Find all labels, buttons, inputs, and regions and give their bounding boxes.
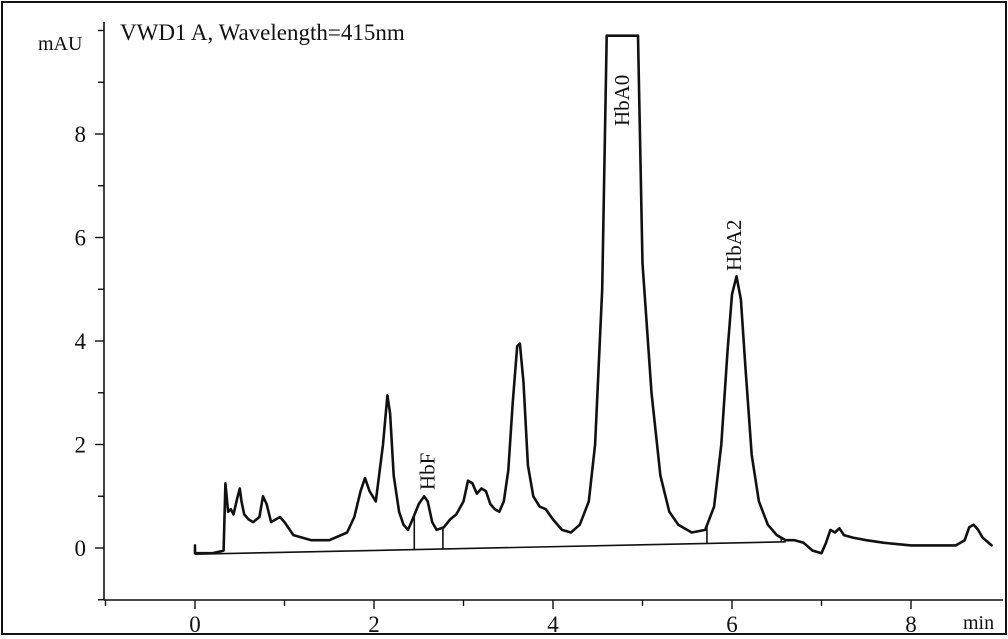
peak-label-hba2: HbA2 — [722, 220, 746, 271]
y-axis-label: mAU — [38, 33, 83, 55]
x-tick-label: 0 — [189, 612, 201, 637]
peak-label-hba0: HbA0 — [610, 75, 634, 126]
axis-ticks: 0 2 4 6 8 0 2 4 6 8 — [75, 29, 917, 637]
y-tick-label: 8 — [75, 122, 87, 147]
x-tick-label: 8 — [905, 612, 917, 637]
series-line — [193, 34, 993, 555]
chart-title: VWD1 A, Wavelength=415nm — [120, 20, 405, 45]
x-tick-label: 2 — [368, 612, 380, 637]
y-tick-label: 4 — [75, 329, 87, 354]
peak-label-hbf: HbF — [416, 453, 440, 490]
x-tick-label: 6 — [726, 612, 738, 637]
x-tick-label: 4 — [547, 612, 559, 637]
x-axis-label: min — [963, 612, 994, 634]
y-tick-label: 2 — [75, 433, 87, 458]
y-tick-label: 6 — [75, 226, 87, 251]
y-tick-label: 0 — [75, 536, 87, 561]
integration-baseline — [194, 540, 786, 556]
chart-marks: HbF HbA0 HbA2 — [193, 34, 993, 556]
